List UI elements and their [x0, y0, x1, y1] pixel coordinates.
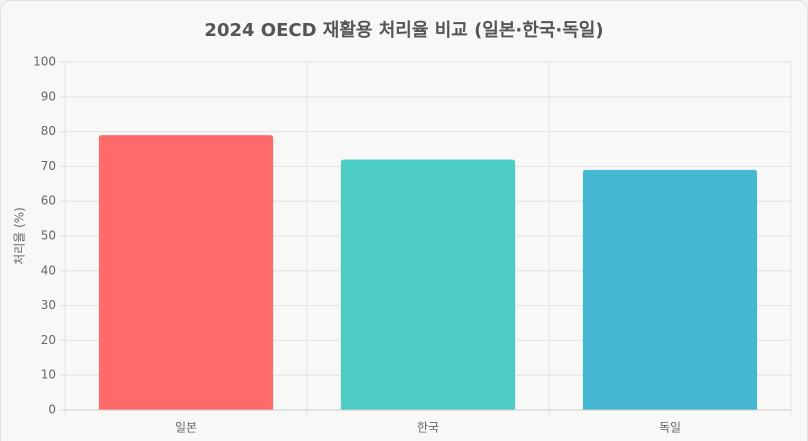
bar: [340, 159, 516, 410]
y-axis-label: 처리율 (%): [13, 207, 27, 265]
chart-title: 2024 OECD 재활용 처리율 비교 (일본·한국·독일): [204, 20, 603, 41]
y-tick-label: 100: [33, 55, 56, 69]
y-tick-label: 20: [41, 333, 56, 347]
bar: [582, 169, 758, 410]
y-tick-label: 90: [41, 89, 56, 103]
x-tick-label: 일본: [175, 421, 197, 435]
y-tick-label: 30: [41, 298, 56, 312]
x-tick-label: 독일: [659, 421, 681, 435]
y-tick-label: 60: [41, 194, 56, 208]
x-tick-label: 한국: [417, 421, 439, 435]
y-tick-label: 50: [41, 229, 56, 243]
bar: [98, 135, 274, 410]
y-tick-label: 80: [41, 124, 56, 138]
y-tick-label: 0: [48, 403, 56, 417]
y-tick-label: 40: [41, 263, 56, 277]
y-tick-label: 10: [41, 368, 56, 382]
y-tick-label: 70: [41, 159, 56, 173]
